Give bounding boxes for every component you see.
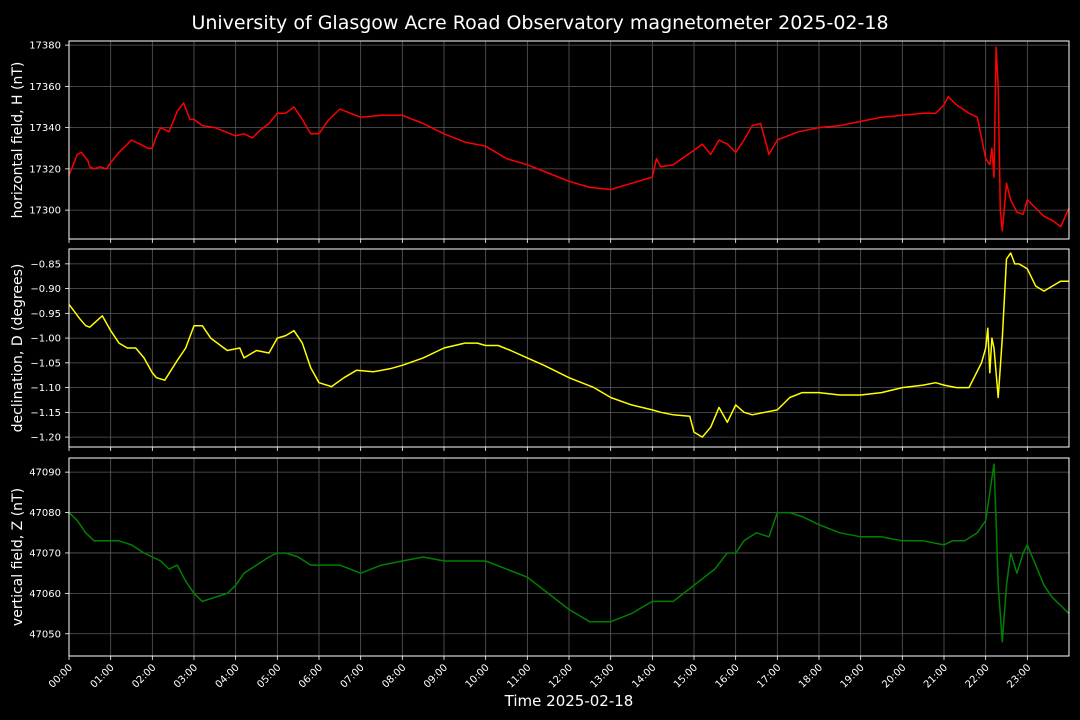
y-tick-label: −1.20 xyxy=(30,433,61,444)
y-tick-label: 17320 xyxy=(29,164,61,175)
chart-title: University of Glasgow Acre Road Observat… xyxy=(191,12,888,34)
panel-frame xyxy=(68,40,1070,240)
y-tick-label: 47070 xyxy=(29,548,61,559)
series-line xyxy=(68,46,1070,232)
y-tick-label: −0.85 xyxy=(30,259,61,270)
series-line xyxy=(68,252,1069,438)
y-tick-label: 47050 xyxy=(29,629,61,640)
y-tick-label: 47080 xyxy=(29,508,61,519)
panel-2: −1.20 −1.15 −1.10 −1.05 −1.00 −0.95 −0.90 −0.85… xyxy=(10,248,1070,451)
series-line xyxy=(68,463,1070,643)
y-tick-label: 47090 xyxy=(29,468,61,479)
y-tick-label: −0.90 xyxy=(30,284,61,295)
panel-frame xyxy=(68,457,1070,657)
x-axis-label: Time 2025-02-18 xyxy=(504,692,634,710)
y-axis-label: declination, D (degrees) xyxy=(10,264,26,433)
y-tick-label: 47060 xyxy=(29,589,61,600)
y-tick-label: 17300 xyxy=(29,206,61,217)
y-tick-label: −0.95 xyxy=(30,309,61,320)
y-tick-label: −1.05 xyxy=(30,358,61,369)
y-tick-label: 17380 xyxy=(29,41,61,52)
y-tick-label: −1.10 xyxy=(30,383,61,394)
y-axis-label: vertical field, Z (nT) xyxy=(10,488,26,626)
y-tick-label: 17340 xyxy=(29,123,61,134)
y-axis-label: horizontal field, H (nT) xyxy=(10,62,26,219)
y-tick-label: −1.00 xyxy=(30,334,61,345)
y-tick-label: 17360 xyxy=(29,82,61,93)
panel-frame xyxy=(68,248,1070,448)
y-tick-label: −1.15 xyxy=(30,408,61,419)
